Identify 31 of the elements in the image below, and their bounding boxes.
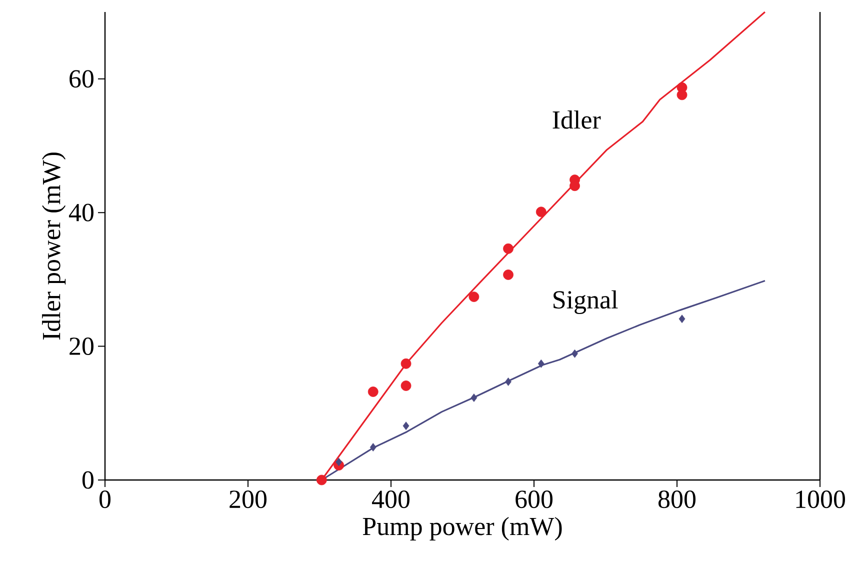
point: [400, 358, 412, 369]
x-tick-label: 400: [372, 490, 410, 508]
point: [676, 90, 688, 100]
y-tick-label: 0: [82, 471, 94, 489]
point: [370, 443, 376, 452]
x-tick-label: 800: [658, 490, 696, 508]
point: [678, 314, 686, 324]
y-tick-label: 40: [68, 204, 94, 222]
point: [572, 349, 578, 358]
y-tick-label: 20: [70, 338, 94, 356]
point: [538, 359, 544, 368]
x-tick-label: 200: [230, 490, 267, 508]
series-label: Signal: [554, 290, 618, 314]
point: [402, 422, 410, 430]
y-tick-label: 60: [70, 70, 94, 88]
x-tick-label: 600: [516, 490, 553, 508]
point: [468, 292, 480, 302]
series-label: Idler: [552, 110, 601, 129]
y-axis-title: Idler power (mW): [42, 152, 66, 340]
x-axis-title: Pump power (mW): [362, 516, 562, 541]
x-tick-label: 0: [99, 490, 111, 508]
x-tick-label: 1000: [796, 490, 846, 508]
point: [316, 474, 327, 486]
point: [368, 386, 378, 397]
point: [536, 206, 546, 218]
point: [503, 270, 514, 280]
point: [505, 378, 512, 386]
point: [470, 394, 478, 402]
point: [400, 380, 412, 391]
point: [503, 243, 514, 254]
point: [336, 458, 342, 466]
